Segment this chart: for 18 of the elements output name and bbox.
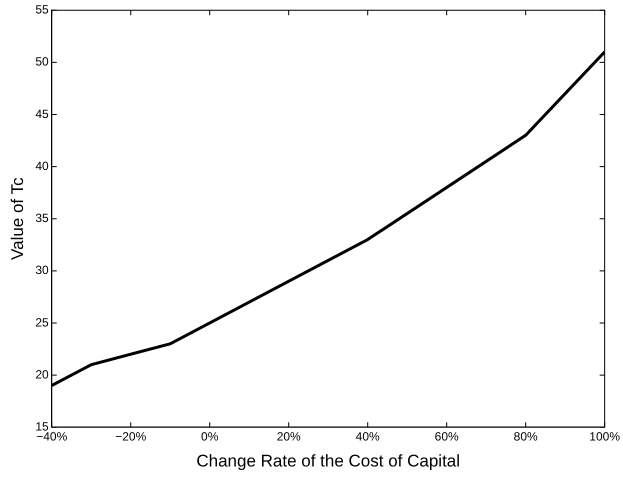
- y-tick-label: 35: [35, 211, 50, 226]
- x-axis-title: Change Rate of the Cost of Capital: [196, 451, 460, 470]
- x-tick-label: 40%: [356, 430, 380, 444]
- x-tick-label: 20%: [276, 430, 302, 444]
- y-tick-label: 45: [35, 106, 50, 121]
- y-tick-label: 55: [35, 2, 50, 17]
- x-tick-label: −20%: [115, 430, 147, 444]
- x-tick-label: 80%: [514, 430, 538, 444]
- y-tick-label: 30: [35, 263, 50, 278]
- x-tick-label: 60%: [434, 430, 460, 444]
- y-tick-label: 50: [35, 54, 50, 69]
- y-tick-label: 40: [35, 158, 50, 173]
- y-tick-label: 25: [35, 315, 50, 330]
- x-tick-label: 100%: [589, 430, 620, 444]
- x-tick-label: 0%: [201, 430, 219, 444]
- x-tick-label: −40%: [36, 430, 68, 444]
- y-tick-label: 20: [35, 367, 50, 382]
- y-axis-title: Value of Tc: [8, 176, 27, 260]
